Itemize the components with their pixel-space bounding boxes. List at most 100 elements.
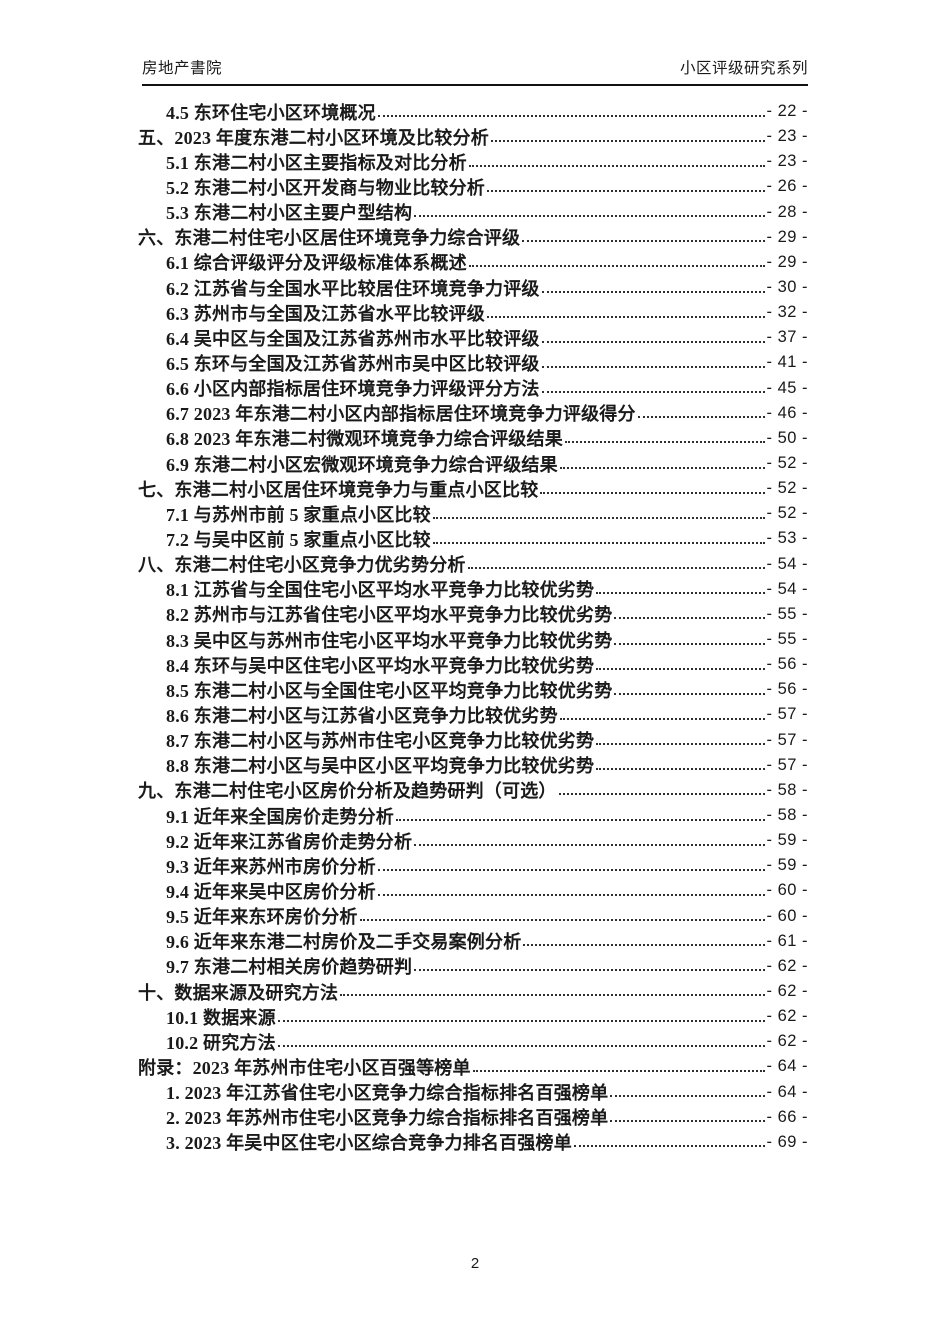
dot-leader <box>559 466 766 469</box>
dot-leader <box>487 189 766 192</box>
toc-entry: 6.8 2023 年东港二村微观环境竞争力综合评级结果 - 50 - <box>138 426 808 451</box>
toc-entry-label: 6.7 2023 年东港二村小区内部指标居住环境竞争力评级得分 <box>166 404 636 425</box>
dot-leader <box>558 793 766 796</box>
toc-entry: 3. 2023 年吴中区住宅小区综合竞争力排名百强榜单 - 69 - <box>138 1130 808 1155</box>
toc-entry: 6.2 江苏省与全国水平比较居住环境竞争力评级 - 30 - <box>138 275 808 300</box>
table-of-contents: 4.5 东环住宅小区环境概况 - 22 - 五、2023 年度东港二村小区环境及比较… <box>138 99 808 1155</box>
toc-entry-page-number: - 54 - <box>766 554 808 573</box>
dot-leader <box>472 1069 766 1072</box>
toc-entry-label: 9.2 近年来江苏省房价走势分析 <box>166 831 413 852</box>
toc-entry-label: 10.1 数据来源 <box>166 1007 276 1028</box>
toc-entry: 6.1 综合评级评分及评级标准体系概述 - 29 - <box>138 250 808 275</box>
header-right-title: 小区评级研究系列 <box>679 60 808 77</box>
dot-leader <box>432 516 766 519</box>
dot-leader <box>277 1019 766 1022</box>
toc-entry-label: 6.8 2023 年东港二村微观环境竞争力综合评级结果 <box>166 429 563 450</box>
dot-leader <box>396 818 766 821</box>
toc-entry-label: 八、东港二村住宅小区竞争力优劣势分析 <box>138 555 466 576</box>
toc-entry: 6.9 东港二村小区宏微观环境竞争力综合评级结果 - 52 - <box>138 451 808 476</box>
toc-entry-page-number: - 23 - <box>766 127 808 146</box>
dot-leader <box>523 944 766 947</box>
toc-entry-page-number: - 61 - <box>766 931 808 950</box>
toc-entry-label: 9.3 近年来苏州市房价分析 <box>166 856 376 877</box>
dot-leader <box>610 1095 766 1098</box>
toc-entry-label: 8.6 东港二村小区与江苏省小区竞争力比较优劣势 <box>166 705 558 726</box>
dot-leader <box>468 265 766 268</box>
toc-entry: 9.7 东港二村相关房价趋势研判 - 62 - <box>138 954 808 979</box>
dot-leader <box>467 567 766 570</box>
toc-entry: 9.5 近年来东环房价分析 - 60 - <box>138 904 808 929</box>
toc-entry-label: 8.2 苏州市与江苏省住宅小区平均水平竞争力比较优劣势 <box>166 605 613 626</box>
toc-entry: 1. 2023 年江苏省住宅小区竞争力综合指标排名百强榜单 - 64 - <box>138 1079 808 1104</box>
dot-leader <box>490 139 766 142</box>
toc-entry: 七、东港二村小区居住环境竞争力与重点小区比较 - 52 - <box>138 476 808 501</box>
dot-leader <box>468 164 766 167</box>
toc-entry: 8.3 吴中区与苏州市住宅小区平均水平竞争力比较优劣势 - 55 - <box>138 627 808 652</box>
dot-leader <box>573 1145 766 1148</box>
dot-leader <box>610 1120 766 1123</box>
toc-entry: 8.1 江苏省与全国住宅小区平均水平竞争力比较优劣势 - 54 - <box>138 577 808 602</box>
toc-entry: 8.5 东港二村小区与全国住宅小区平均竞争力比较优劣势 - 56 - <box>138 677 808 702</box>
toc-entry-label: 9.6 近年来东港二村房价及二手交易案例分析 <box>166 932 522 953</box>
dot-leader <box>540 491 766 494</box>
dot-leader <box>377 114 766 117</box>
toc-entry: 2. 2023 年苏州市住宅小区竞争力综合指标排名百强榜单 - 66 - <box>138 1105 808 1130</box>
toc-entry-page-number: - 29 - <box>766 227 808 246</box>
toc-entry-page-number: - 52 - <box>766 504 808 523</box>
toc-entry-label: 9.5 近年来东环房价分析 <box>166 907 358 928</box>
toc-entry-label: 5.2 东港二村小区开发商与物业比较分析 <box>166 178 485 198</box>
toc-entry-page-number: - 50 - <box>766 428 808 447</box>
toc-entry: 8.4 东环与吴中区住宅小区平均水平竞争力比较优劣势 - 56 - <box>138 652 808 677</box>
toc-entry-page-number: - 30 - <box>766 278 808 297</box>
toc-entry-label: 4.5 东环住宅小区环境概况 <box>166 102 376 123</box>
header-left-title: 房地产書院 <box>142 60 223 77</box>
dot-leader <box>487 315 766 318</box>
dot-leader <box>559 717 766 720</box>
toc-entry: 10.1 数据来源 - 62 - <box>138 1004 808 1029</box>
toc-entry-page-number: - 58 - <box>766 806 808 824</box>
toc-entry-label: 六、东港二村住宅小区居住环境竞争力综合评级 <box>138 228 521 249</box>
toc-entry: 9.6 近年来东港二村房价及二手交易案例分析 - 61 - <box>138 929 808 954</box>
toc-entry-page-number: - 60 - <box>766 881 808 900</box>
toc-entry-label: 6.1 综合评级评分及评级标准体系概述 <box>166 253 467 274</box>
toc-entry-page-number: - 52 - <box>766 454 808 473</box>
toc-entry-label: 8.5 东港二村小区与全国住宅小区平均竞争力比较优劣势 <box>166 680 613 701</box>
toc-entry-label: 五、2023 年度东港二村小区环境及比较分析 <box>138 127 489 148</box>
toc-entry-page-number: - 23 - <box>766 152 808 171</box>
page-number: 2 <box>470 1255 480 1272</box>
dot-leader <box>414 969 766 972</box>
toc-entry-page-number: - 62 - <box>766 1007 808 1026</box>
toc-entry: 附录：2023 年苏州市住宅小区百强等榜单 - 64 - <box>138 1054 808 1079</box>
dot-leader <box>596 592 766 595</box>
toc-entry: 五、2023 年度东港二村小区环境及比较分析 - 23 - <box>138 124 808 149</box>
toc-entry-page-number: - 62 - <box>766 1032 808 1051</box>
toc-entry: 八、东港二村住宅小区竞争力优劣势分析 - 54 - <box>138 552 808 577</box>
toc-entry: 10.2 研究方法 - 62 - <box>138 1029 808 1054</box>
toc-entry: 6.3 苏州市与全国及江苏省水平比较评级 - 32 - <box>138 300 808 325</box>
toc-entry-label: 8.4 东环与吴中区住宅小区平均水平竞争力比较优劣势 <box>166 655 595 676</box>
dot-leader <box>637 416 766 419</box>
toc-entry-page-number: - 57 - <box>766 755 808 774</box>
toc-entry-label: 6.4 吴中区与全国及江苏省苏州市水平比较评级 <box>166 328 540 349</box>
toc-entry-label: 8.3 吴中区与苏州市住宅小区平均水平竞争力比较优劣势 <box>166 630 613 651</box>
toc-entry: 8.7 东港二村小区与苏州市住宅小区竞争力比较优劣势 - 57 - <box>138 728 808 753</box>
dot-leader <box>414 215 766 218</box>
toc-entry: 5.2 东港二村小区开发商与物业比较分析 - 26 - <box>138 174 808 199</box>
toc-entry-page-number: - 55 - <box>766 604 808 623</box>
toc-entry-page-number: - 59 - <box>766 831 808 850</box>
toc-entry-page-number: - 29 - <box>766 252 808 271</box>
toc-entry-page-number: - 64 - <box>766 1082 808 1101</box>
toc-entry-page-number: - 56 - <box>766 655 808 674</box>
toc-entry: 8.6 东港二村小区与江苏省小区竞争力比较优劣势 - 57 - <box>138 702 808 727</box>
toc-entry-label: 8.1 江苏省与全国住宅小区平均水平竞争力比较优劣势 <box>166 580 595 601</box>
toc-entry-label: 6.3 苏州市与全国及江苏省水平比较评级 <box>166 303 485 324</box>
toc-entry-label: 3. 2023 年吴中区住宅小区综合竞争力排名百强榜单 <box>166 1133 572 1154</box>
toc-entry-page-number: - 57 - <box>766 705 808 724</box>
toc-entry-page-number: - 66 - <box>766 1107 808 1126</box>
dot-leader <box>614 692 766 695</box>
dot-leader <box>541 340 766 343</box>
toc-entry-label: 5.3 东港二村小区主要户型结构 <box>166 203 413 224</box>
toc-entry-page-number: - 53 - <box>766 529 808 548</box>
dot-leader <box>340 994 766 997</box>
